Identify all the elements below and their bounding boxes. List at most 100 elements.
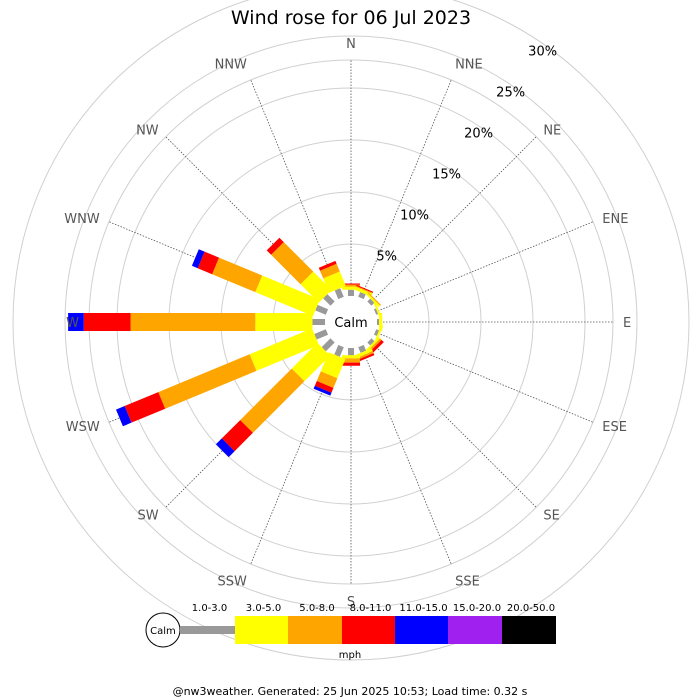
bar-n-bin-0 bbox=[348, 289, 354, 296]
bar-wsw-bin-4 bbox=[116, 406, 132, 427]
bar-ne-bin-1 bbox=[366, 292, 381, 307]
bar-s-bin-3 bbox=[342, 362, 360, 366]
grid-spoke-se bbox=[369, 340, 537, 508]
bar-nnw-bin-1 bbox=[323, 271, 346, 293]
grid-spoke-ne bbox=[369, 136, 537, 304]
bar-nw-bin-2 bbox=[271, 242, 314, 285]
direction-label-nnw: NNW bbox=[215, 58, 247, 73]
legend-swatch-3 bbox=[342, 616, 395, 644]
bar-ne-bin-2 bbox=[367, 292, 381, 306]
bar-ssw-bin-2 bbox=[316, 371, 338, 388]
bar-nnw-bin-2 bbox=[320, 263, 340, 279]
legend-swatch-0 bbox=[180, 626, 235, 634]
bar-nne-bin-2 bbox=[355, 285, 373, 294]
grid-spoke-nne bbox=[360, 79, 452, 299]
bar-sse-bin-0 bbox=[358, 344, 367, 353]
direction-label-ne: NE bbox=[543, 124, 561, 139]
bar-sw-bin-2 bbox=[240, 368, 305, 433]
grid-spoke-sse bbox=[360, 345, 452, 565]
calm-circle: Calm bbox=[325, 296, 377, 348]
legend-swatch-6 bbox=[502, 616, 556, 644]
unit-label: mph bbox=[339, 650, 361, 661]
bar-nw-bin-0 bbox=[323, 294, 335, 306]
bar-sw-bin-0 bbox=[321, 338, 335, 352]
grid-spoke-ese bbox=[374, 331, 594, 423]
bar-wnw-bin-4 bbox=[191, 249, 205, 269]
direction-label-w: W bbox=[66, 316, 79, 331]
bar-w-bin-2 bbox=[130, 313, 256, 331]
bar-nw-bin-1 bbox=[300, 271, 332, 303]
ring-label-15: 15% bbox=[432, 168, 461, 183]
ring-label-5: 5% bbox=[376, 250, 397, 265]
bar-ssw-bin-3 bbox=[314, 381, 334, 393]
bar-se-bin-0 bbox=[367, 338, 375, 346]
direction-label-wnw: WNW bbox=[64, 212, 100, 227]
bar-e-bin-0 bbox=[377, 319, 380, 325]
wind-bars bbox=[68, 237, 384, 458]
ring-labels: 5% 10% 15% 20% 25% 30% bbox=[376, 45, 557, 265]
direction-label-ene: ENE bbox=[602, 212, 628, 227]
bar-s-bin-2 bbox=[342, 358, 360, 363]
ring-label-25: 25% bbox=[496, 86, 525, 101]
bar-wnw-bin-3 bbox=[197, 251, 219, 275]
bar-sw-bin-3 bbox=[221, 420, 253, 452]
calm-circle-shape bbox=[325, 296, 377, 348]
bar-nne-bin-0 bbox=[358, 292, 366, 300]
grid-ring-25 bbox=[64, 35, 638, 609]
direction-label-nne: NNE bbox=[455, 58, 483, 73]
bar-n-bin-3 bbox=[342, 283, 360, 285]
bar-wnw-bin-0 bbox=[315, 304, 329, 315]
legend-label-0: 1.0-3.0 bbox=[192, 603, 227, 614]
chart-title: Wind rose for 06 Jul 2023 bbox=[231, 7, 471, 29]
bar-sse-bin-3 bbox=[357, 353, 375, 362]
grid-spoke-nnw bbox=[250, 79, 342, 299]
bar-s-bin-0 bbox=[348, 348, 354, 356]
bar-ssw-bin-0 bbox=[334, 344, 344, 357]
grid-spoke-ene bbox=[374, 221, 594, 313]
bar-se-bin-1 bbox=[366, 337, 381, 352]
bar-nnw-bin-3 bbox=[318, 260, 337, 271]
direction-label-ssw: SSW bbox=[218, 574, 248, 589]
legend-label-2: 5.0-8.0 bbox=[299, 603, 334, 614]
bar-ne-bin-0 bbox=[367, 298, 375, 306]
bar-w-bin-4 bbox=[68, 313, 84, 331]
direction-label-sse: SSE bbox=[455, 574, 480, 589]
calm-label: Calm bbox=[334, 316, 367, 331]
bar-sw-bin-1 bbox=[291, 342, 331, 382]
direction-label-se: SE bbox=[543, 508, 559, 523]
bar-ese-bin-0 bbox=[373, 329, 380, 336]
speed-legend: Calm 1.0-3.0 3.0-5.0 5.0-8.0 8.0-11.0 11.0-15… bbox=[145, 603, 556, 648]
bar-n-bin-2 bbox=[342, 284, 360, 287]
bar-s-bin-1 bbox=[342, 355, 360, 359]
bar-wsw-bin-2 bbox=[158, 354, 257, 409]
bar-sw-bin-4 bbox=[215, 438, 235, 458]
bar-wsw-bin-0 bbox=[314, 329, 329, 340]
direction-label-nw: NW bbox=[136, 124, 159, 139]
direction-label-wsw: WSW bbox=[66, 420, 100, 435]
ring-label-10: 10% bbox=[400, 209, 429, 224]
direction-label-e: E bbox=[623, 316, 631, 331]
bar-wsw-bin-1 bbox=[249, 328, 319, 371]
bar-w-bin-1 bbox=[255, 313, 313, 331]
bar-wnw-bin-2 bbox=[212, 257, 263, 293]
bar-sse-bin-2 bbox=[356, 351, 374, 360]
ring-label-30: 30% bbox=[528, 45, 557, 60]
legend-swatch-4 bbox=[395, 616, 448, 644]
legend-swatch-1 bbox=[235, 616, 288, 644]
legend-swatch-5 bbox=[448, 616, 502, 644]
bar-ssw-bin-4 bbox=[313, 385, 332, 396]
legend-label-4: 11.0-15.0 bbox=[399, 603, 447, 614]
grid-ring-30 bbox=[12, 0, 690, 661]
direction-label-n: N bbox=[346, 37, 356, 52]
legend-label-5: 15.0-20.0 bbox=[453, 603, 501, 614]
bar-wsw-bin-3 bbox=[124, 392, 166, 423]
legend-swatch-2 bbox=[288, 616, 342, 644]
direction-label-s: S bbox=[347, 595, 355, 610]
bar-w-bin-0 bbox=[312, 319, 325, 325]
bar-ese-bin-1 bbox=[374, 324, 384, 343]
legend-label-6: 20.0-50.0 bbox=[507, 603, 555, 614]
footer-text: @nw3weather. Generated: 25 Jun 2025 10:5… bbox=[173, 685, 528, 698]
direction-label-ese: ESE bbox=[602, 420, 627, 435]
legend-calm-label: Calm bbox=[150, 626, 176, 637]
